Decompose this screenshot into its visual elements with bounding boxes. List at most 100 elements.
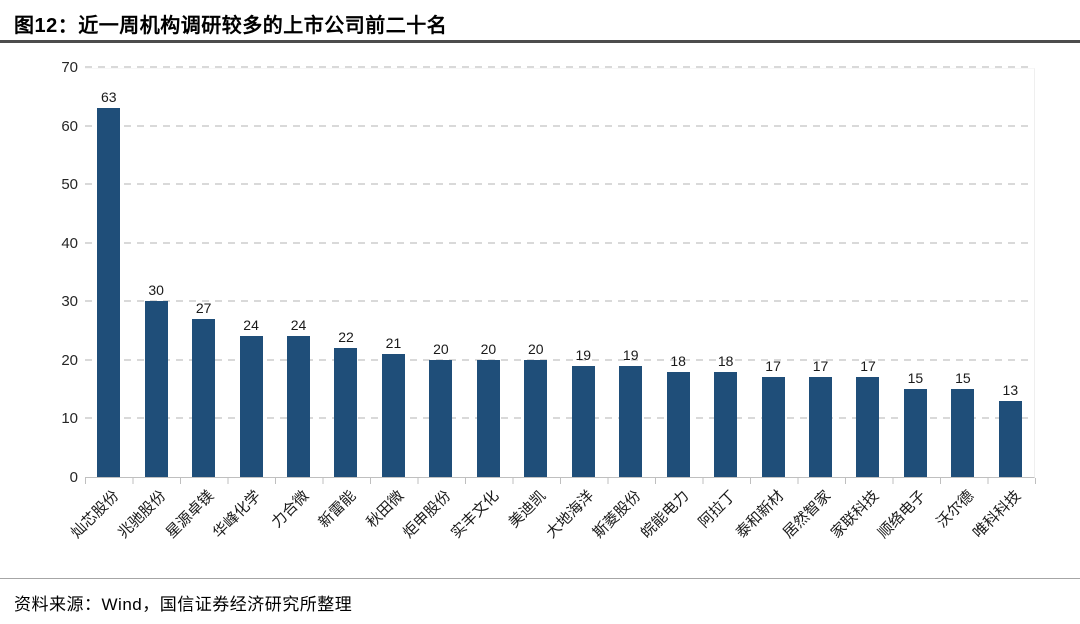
bar-value-label: 17 <box>812 358 829 375</box>
gridline-50 <box>85 183 1034 186</box>
x-axis-label: 阿拉丁 <box>695 487 740 532</box>
bar-cell: 22 <box>322 69 369 477</box>
x-axis-label: 华峰化学 <box>210 487 265 542</box>
x-axis-label: 居然智家 <box>780 487 835 542</box>
bar-cell: 18 <box>702 69 749 477</box>
bar-cell: 20 <box>465 69 512 477</box>
bar <box>381 354 405 477</box>
bar <box>998 400 1022 477</box>
bar <box>287 336 311 477</box>
x-axis-label: 泰和新材 <box>732 487 788 542</box>
bar <box>856 377 880 477</box>
x-axis-label: 星源卓镁 <box>162 487 218 542</box>
bar <box>714 371 738 477</box>
title-divider <box>0 40 1080 43</box>
x-axis-label: 力合微 <box>268 487 313 532</box>
x-axis-label: 斯菱股份 <box>590 487 645 542</box>
bar-value-label: 20 <box>433 340 449 357</box>
bar <box>524 359 548 477</box>
bar-cell: 20 <box>417 69 464 477</box>
bar-value-label: 27 <box>195 299 212 316</box>
bar-value-label: 18 <box>717 352 734 369</box>
bar-value-label: 19 <box>575 346 592 363</box>
x-axis-label: 皖能电力 <box>637 487 693 542</box>
bar-value-label: 13 <box>1002 381 1019 398</box>
y-axis-label-40: 40 <box>61 234 78 252</box>
bar-value-label: 21 <box>385 335 402 351</box>
bar-cell: 20 <box>512 69 559 477</box>
bar-value-label: 19 <box>622 346 639 363</box>
gridline-10 <box>85 417 1034 420</box>
bar-chart: 63 30 27 24 24 22 21 20 20 20 19 19 18 18 17 17 17 15 15 13… <box>0 44 1080 574</box>
bar-cell: 17 <box>844 69 891 477</box>
bar <box>761 377 785 477</box>
bar-value-label: 30 <box>148 282 164 299</box>
bar-value-label: 20 <box>528 340 544 357</box>
y-axis-label-10: 10 <box>61 410 78 428</box>
y-axis-label-50: 50 <box>61 176 78 194</box>
bar-value-label: 17 <box>860 358 876 375</box>
gridline-20 <box>85 358 1034 361</box>
plot-area: 63 30 27 24 24 22 21 20 20 20 19 19 18 18 17 17 17 15 15 13 <box>85 66 1035 478</box>
bar-cell: 19 <box>607 69 654 477</box>
x-axis-label: 大地海洋 <box>542 487 598 542</box>
bar-value-label: 24 <box>243 317 259 334</box>
bar-value-label: 18 <box>670 352 686 369</box>
bar <box>429 359 453 477</box>
bar-value-label: 17 <box>765 358 781 375</box>
gridline-30 <box>85 300 1034 303</box>
x-axis-label: 顺络电子 <box>875 487 930 542</box>
y-axis-label-0: 0 <box>69 469 78 486</box>
y-axis-label-30: 30 <box>61 293 78 311</box>
figure-title: 图12：近一周机构调研较多的上市公司前二十名 <box>14 15 448 37</box>
bar <box>903 389 927 477</box>
bar-cell: 13 <box>987 69 1034 477</box>
bar <box>476 359 500 477</box>
bar-cell: 15 <box>939 69 986 477</box>
x-axis-ticks <box>85 478 1036 484</box>
x-axis-label: 家联科技 <box>827 487 883 542</box>
bar <box>239 336 263 477</box>
x-axis-label: 炬申股份 <box>400 487 455 542</box>
bar-value-label: 15 <box>907 370 924 387</box>
bar <box>951 389 975 477</box>
bar-value-label: 22 <box>338 329 354 346</box>
bar <box>571 365 595 477</box>
footer-divider <box>0 578 1080 579</box>
y-axis-label-70: 70 <box>61 59 78 76</box>
bar-cell: 24 <box>275 69 322 477</box>
bar <box>192 318 216 477</box>
bar-cell: 19 <box>560 69 607 477</box>
bar-cell: 27 <box>180 69 227 477</box>
bar-cell: 21 <box>370 69 417 477</box>
x-axis-label: 新雷能 <box>315 487 360 532</box>
bar-value-label: 20 <box>480 340 497 357</box>
bar-cell: 63 <box>85 69 132 477</box>
gridline-70 <box>85 66 1034 68</box>
x-axis-label: 实丰文化 <box>447 487 503 542</box>
source-note: 资料来源：Wind，国信证券经济研究所整理 <box>14 595 353 614</box>
bar-cell: 30 <box>132 69 179 477</box>
bar-cell: 24 <box>227 69 274 477</box>
bar <box>334 348 358 477</box>
bar <box>619 365 643 477</box>
bar-value-label: 15 <box>955 370 971 387</box>
x-axis-label: 唯科科技 <box>970 487 1025 542</box>
bar-cell: 17 <box>749 69 796 477</box>
bars-container: 63 30 27 24 24 22 21 20 20 20 19 19 18 18 17 17 17 15 15 13 <box>85 69 1034 477</box>
bar-cell: 18 <box>654 69 701 477</box>
y-axis-label-60: 60 <box>61 117 78 135</box>
x-axis-label: 秋田微 <box>363 487 408 532</box>
bar-value-label: 24 <box>290 317 307 334</box>
bar-cell: 17 <box>797 69 844 477</box>
bar <box>144 301 168 477</box>
x-axis-label: 美迪凯 <box>505 487 550 532</box>
bar <box>666 371 690 477</box>
bar <box>97 108 121 477</box>
bar <box>809 377 833 477</box>
gridline-40 <box>85 241 1034 244</box>
x-axis-label: 兆驰股份 <box>115 487 170 542</box>
gridline-60 <box>85 124 1034 127</box>
x-axis-label: 灿芯股份 <box>67 487 123 542</box>
